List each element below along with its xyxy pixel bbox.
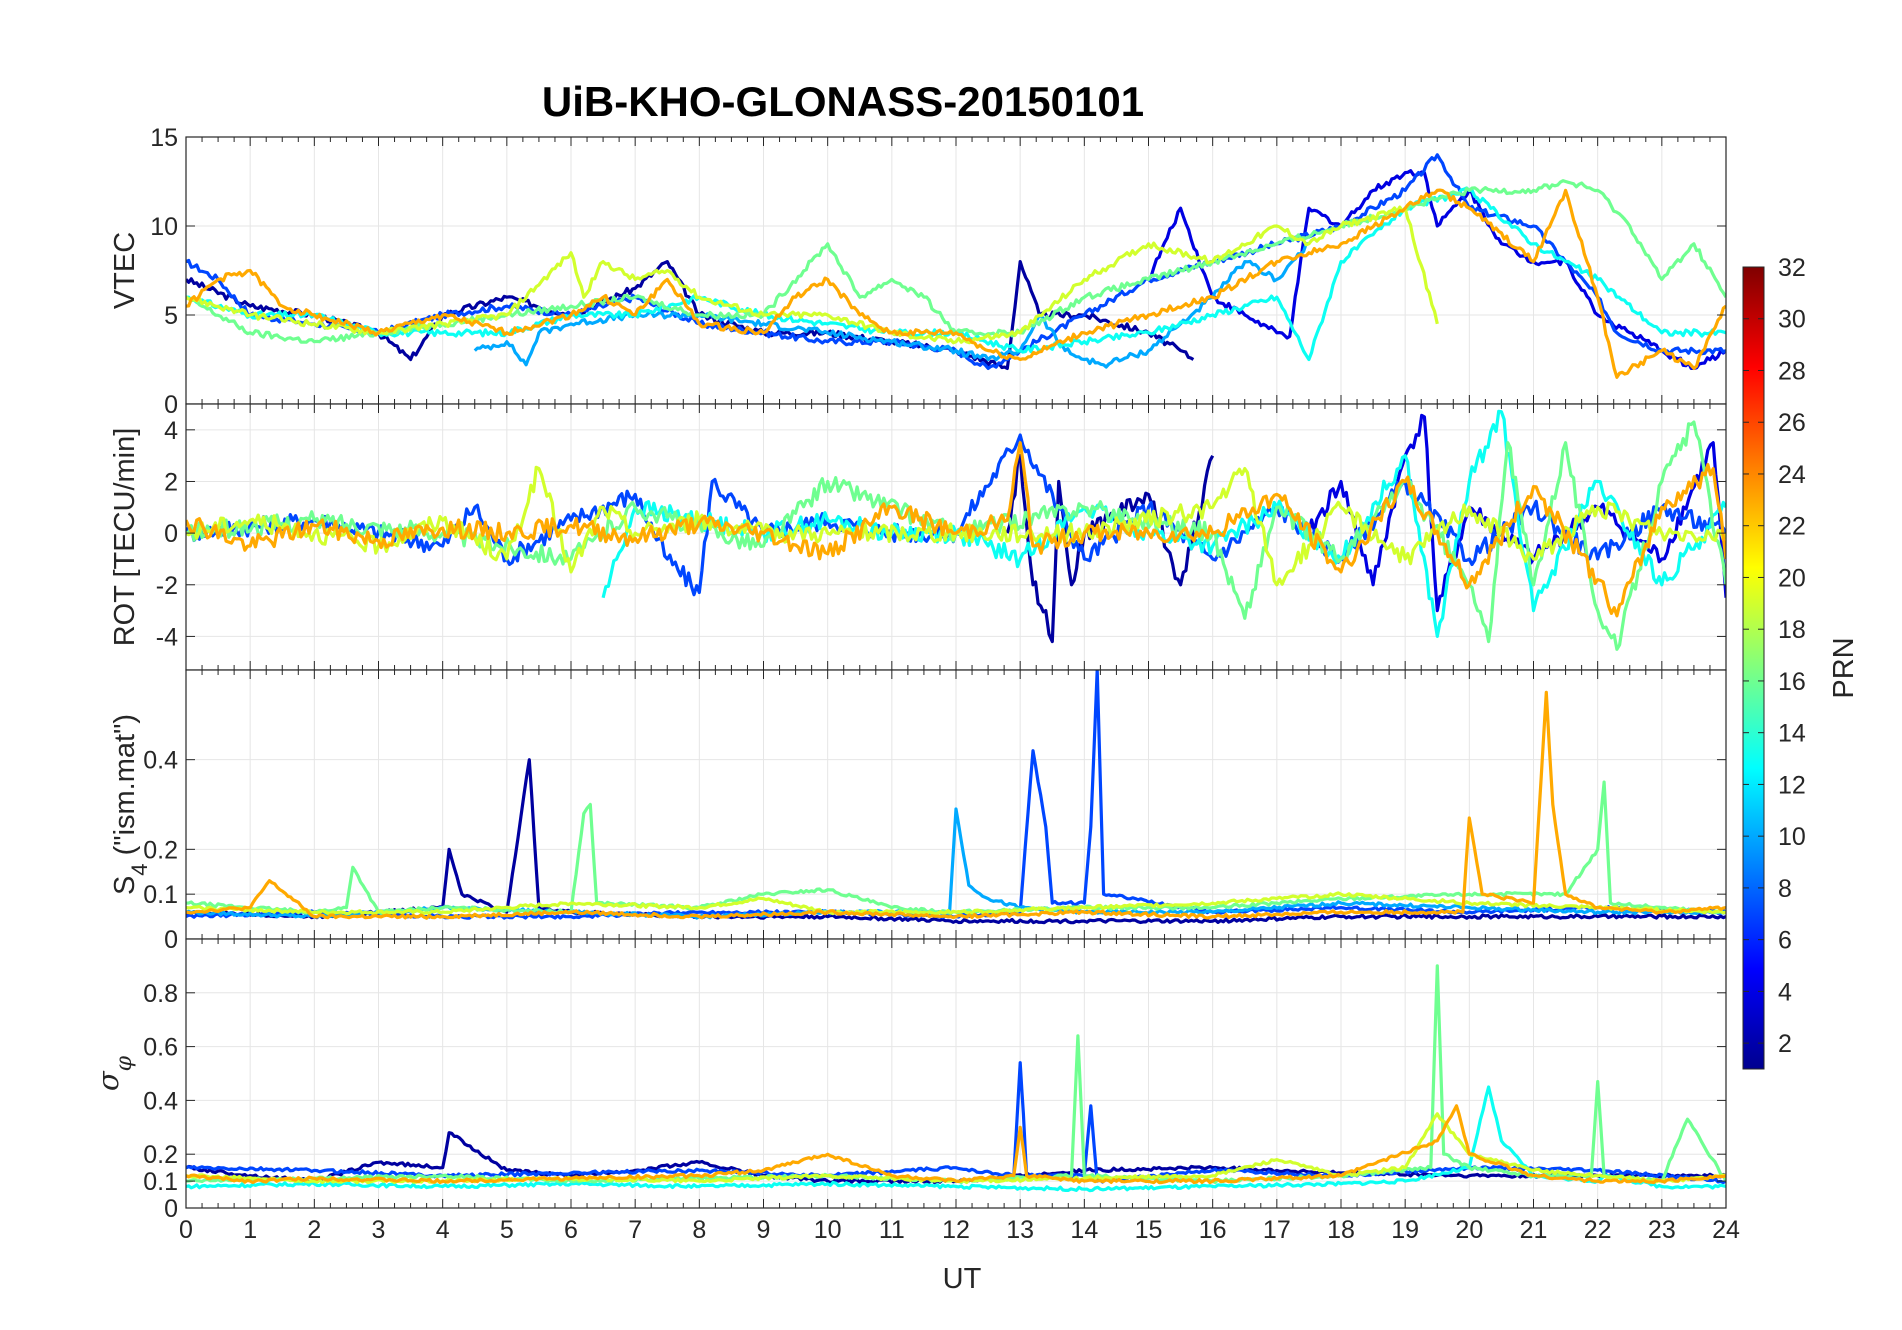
y-axis-label-base: σ xyxy=(91,1070,125,1091)
series-prn-23 xyxy=(186,1104,1726,1185)
y-axis-label-s4: S4 ("ism.mat") xyxy=(109,714,152,895)
panel-rot: -4 -2 0 2 4 ROT [TECU/min] xyxy=(109,403,1727,671)
colorbar-tick-label: 4 xyxy=(1778,978,1792,1006)
x-tick-label: 18 xyxy=(1327,1216,1355,1244)
series-prn-19 xyxy=(186,891,1726,916)
colorbar-tick-label: 18 xyxy=(1778,616,1806,644)
colorbar-tick-label: 16 xyxy=(1778,668,1806,696)
colorbar-tick-label: 24 xyxy=(1778,461,1806,489)
x-tick-label: 19 xyxy=(1391,1216,1419,1244)
x-tick-label: 6 xyxy=(564,1216,578,1244)
colorbar-tick-label: 2 xyxy=(1778,1030,1792,1058)
y-tick-label: 5 xyxy=(164,302,178,330)
colorbar-tick-label: 8 xyxy=(1778,875,1792,903)
y-tick-label: -4 xyxy=(156,623,178,651)
colorbar-tick-label: 28 xyxy=(1778,357,1806,385)
colorbar-tick-label: 22 xyxy=(1778,513,1806,541)
y-tick-label: 0 xyxy=(164,520,178,548)
y-tick-label: 0.4 xyxy=(143,1087,178,1115)
series-prn-4 xyxy=(1147,169,1726,370)
y-tick-label: 0 xyxy=(164,1195,178,1223)
x-tick-label: 12 xyxy=(942,1216,970,1244)
panel-sigma: 00.10.2 0.4 0.6 0.8 σφ xyxy=(91,938,1727,1223)
colorbar-gradient xyxy=(1742,266,1765,1070)
y-axis-label-rot: ROT [TECU/min] xyxy=(109,428,141,647)
y-axis-label-rest: ("ism.mat") xyxy=(109,714,141,863)
y-tick-label: 2 xyxy=(164,468,178,496)
x-axis: 0 1 2 3 4 5 6 7 8 9 10 11 12 13 14 15 16 17 18 19 20 21 22 23 24 xyxy=(179,1216,1740,1244)
y-tick-label: 0.2 xyxy=(143,1141,178,1169)
x-tick-label: 11 xyxy=(879,1216,905,1244)
x-tick-label: 13 xyxy=(1006,1216,1034,1244)
series-prn-19 xyxy=(186,205,1439,345)
y-tick-label: -2 xyxy=(156,572,178,600)
colorbar-label: PRN xyxy=(1828,637,1860,698)
series-prn-4 xyxy=(1307,413,1726,613)
colorbar-tick-label: 12 xyxy=(1778,771,1806,799)
chart-title: UiB-KHO-GLONASS-20150101 xyxy=(542,78,1144,125)
y-tick-label: 4 xyxy=(164,417,178,445)
colorbar-tick-label: 6 xyxy=(1778,927,1792,955)
x-tick-label: 2 xyxy=(307,1216,321,1244)
x-tick-label: 24 xyxy=(1712,1216,1740,1244)
x-tick-label: 4 xyxy=(436,1216,450,1244)
x-tick-label: 20 xyxy=(1455,1216,1483,1244)
series-group-rot xyxy=(186,409,1726,651)
x-tick-label: 9 xyxy=(757,1216,771,1244)
series-group-s4 xyxy=(186,670,1726,925)
x-tick-label: 3 xyxy=(372,1216,386,1244)
colorbar-tick-label: 10 xyxy=(1778,823,1806,851)
y-axis-label-vtec: VTEC xyxy=(109,232,141,309)
x-tick-label: 14 xyxy=(1070,1216,1098,1244)
y-tick-label: 0.6 xyxy=(143,1034,178,1062)
y-tick-label: 0.1 xyxy=(143,881,178,909)
series-prn-23 xyxy=(186,690,1726,920)
colorbar-tick-label: 14 xyxy=(1778,720,1806,748)
x-tick-label: 21 xyxy=(1520,1216,1548,1244)
y-tick-label: 10 xyxy=(150,213,178,241)
series-group-sigma xyxy=(186,964,1726,1193)
y-axis-label-base: S xyxy=(109,876,141,895)
y-tick-label: 0.1 xyxy=(143,1168,178,1196)
x-tick-label: 22 xyxy=(1584,1216,1612,1244)
series-prn-23 xyxy=(186,441,1726,618)
y-axis-label-sub: φ xyxy=(112,1055,137,1071)
x-tick-label: 10 xyxy=(814,1216,842,1244)
x-tick-label: 15 xyxy=(1135,1216,1163,1244)
x-tick-label: 0 xyxy=(179,1216,193,1244)
x-tick-label: 5 xyxy=(500,1216,514,1244)
series-prn-23 xyxy=(186,188,1726,379)
x-tick-label: 17 xyxy=(1263,1216,1291,1244)
y-tick-label: 0 xyxy=(164,926,178,954)
x-axis-label: UT xyxy=(943,1263,982,1295)
y-tick-label: 0.4 xyxy=(143,747,178,775)
colorbar-tick-label: 32 xyxy=(1778,254,1806,282)
series-group-vtec xyxy=(186,153,1726,379)
x-tick-label: 7 xyxy=(628,1216,642,1244)
y-tick-label: 0.8 xyxy=(143,980,178,1008)
x-tick-label: 1 xyxy=(243,1216,257,1244)
x-tick-label: 16 xyxy=(1199,1216,1227,1244)
colorbar-tick-label: 20 xyxy=(1778,564,1806,592)
panel-vtec: 0 5 10 15 VTEC xyxy=(109,124,1727,419)
x-tick-label: 23 xyxy=(1648,1216,1676,1244)
x-tick-label: 8 xyxy=(692,1216,706,1244)
colorbar-tick-label: 26 xyxy=(1778,409,1806,437)
y-tick-label: 15 xyxy=(150,124,178,152)
panel-s4: 00.10.20.4S4 ("ism.mat") xyxy=(109,669,1727,954)
y-axis-label-sigma: σφ xyxy=(91,1055,137,1091)
y-tick-label: 0 xyxy=(164,391,178,419)
y-axis-label-sub: 4 xyxy=(127,863,152,875)
colorbar-tick-label: 30 xyxy=(1778,306,1806,334)
y-tick-label: 0.2 xyxy=(143,836,178,864)
